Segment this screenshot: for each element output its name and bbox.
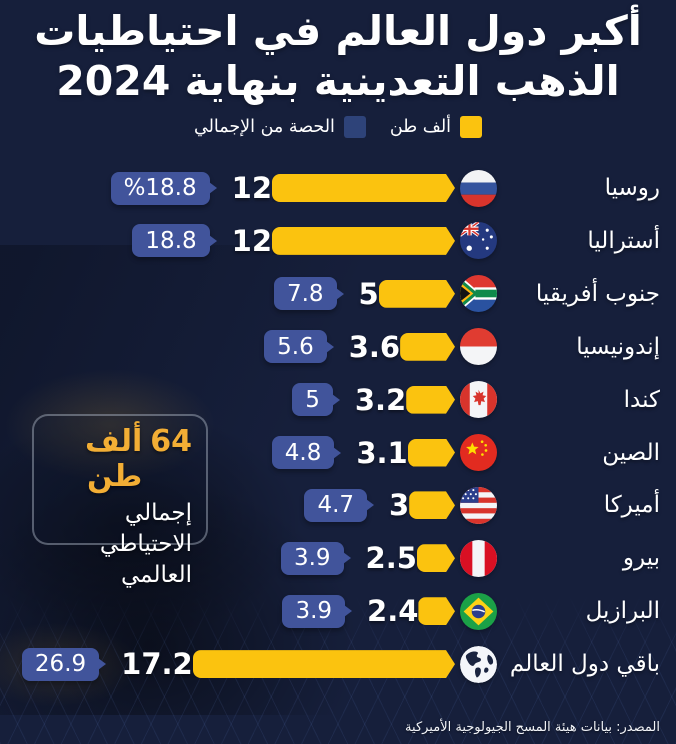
share-badge: 4.7 xyxy=(304,488,368,522)
tons-value: 17.2 xyxy=(121,647,193,682)
share-value: 5.6 xyxy=(277,333,314,360)
tons-value: 3.6 xyxy=(348,329,401,364)
share-value: 3.9 xyxy=(295,598,333,625)
country-label: باقي دول العالم xyxy=(509,651,660,678)
country-row: الصين 3.1 4.8 xyxy=(0,427,660,479)
tons-value: 2.4 xyxy=(367,594,419,629)
share-badge: 3.9 xyxy=(280,541,344,575)
share-value: 4.8 xyxy=(284,439,322,466)
country-row: جنوب أفريقيا 5 7.8 xyxy=(0,268,660,320)
country-label: جنوب أفريقيا xyxy=(535,280,660,307)
total-value: 64 ألف طن xyxy=(44,424,192,494)
country-row: إندونيسيا 3.6 5.6 xyxy=(0,321,660,373)
country-label: كندا xyxy=(623,386,660,413)
country-row: البرازيل 2.4 3.9 xyxy=(0,585,660,637)
country-label: إندونيسيا xyxy=(576,333,660,360)
title-line-1: أكبر دول العالم في احتياطيات xyxy=(34,7,642,55)
legend-item-share: الحصة من الإجمالي xyxy=(194,116,366,138)
canada-flag-icon xyxy=(460,381,497,419)
country-row: روسيا 12 %18.8 xyxy=(0,162,660,214)
country-label: بيرو xyxy=(622,545,660,572)
tons-bar xyxy=(193,650,455,678)
country-label: البرازيل xyxy=(585,598,660,625)
country-label: أميركا xyxy=(603,492,660,519)
share-badge: 5.6 xyxy=(264,330,327,364)
share-value: 7.8 xyxy=(286,280,324,307)
tons-bar xyxy=(379,280,455,308)
brazil-flag-icon xyxy=(460,592,497,630)
globe-icon xyxy=(460,645,497,683)
share-value: 26.9 xyxy=(34,651,87,678)
country-label: روسيا xyxy=(604,175,660,201)
share-badge: %18.8 xyxy=(110,171,210,205)
share-value: 3.9 xyxy=(293,545,331,572)
total-callout: 64 ألف طن إجمالي الاحتياطي العالمي xyxy=(32,414,208,588)
total-unit: ألف طن xyxy=(84,424,143,494)
tons-bar xyxy=(400,333,455,361)
yellow-swatch-icon xyxy=(460,116,483,138)
share-badge: 26.9 xyxy=(21,647,100,681)
blue-swatch-icon xyxy=(343,116,366,138)
tons-bar xyxy=(409,491,455,519)
tons-value: 3.2 xyxy=(354,382,407,417)
indonesia-flag-icon xyxy=(460,328,497,366)
tons-value: 3.1 xyxy=(356,435,408,470)
country-label: أستراليا xyxy=(587,227,660,254)
chart-legend: ألف طن الحصة من الإجمالي xyxy=(0,116,676,138)
tons-value: 3 xyxy=(389,488,410,523)
tons-bar xyxy=(272,174,455,202)
share-badge: 18.8 xyxy=(132,224,210,258)
tons-bar xyxy=(418,597,455,625)
tons-bar xyxy=(408,439,455,467)
tons-bar xyxy=(417,544,455,572)
country-row: كندا 3.2 5 xyxy=(0,374,660,426)
page-title: أكبر دول العالم في احتياطيات الذهب التعد… xyxy=(0,6,676,106)
tons-value: 12 xyxy=(231,171,272,205)
country-row: باقي دول العالم 17.2 26.9 xyxy=(0,638,660,690)
peru-flag-icon xyxy=(460,539,497,577)
tons-bar xyxy=(272,227,455,255)
russia-flag-icon xyxy=(460,169,497,207)
share-value: %18.8 xyxy=(123,175,197,201)
tons-value: 5 xyxy=(358,276,379,311)
legend-share-label: الحصة من الإجمالي xyxy=(193,117,335,137)
total-number: 64 xyxy=(150,424,192,459)
south-africa-flag-icon xyxy=(460,275,497,313)
legend-tons-label: ألف طن xyxy=(389,117,452,137)
usa-flag-icon xyxy=(460,486,497,524)
share-badge: 4.8 xyxy=(271,436,335,469)
tons-value: 12 xyxy=(231,223,272,258)
source-credit: المصدر: بيانات هيئة المسح الجيولوجية الأ… xyxy=(405,720,660,735)
total-label: إجمالي الاحتياطي العالمي xyxy=(99,500,192,589)
title-line-2: الذهب التعدينية بنهاية 2024 xyxy=(56,57,620,106)
australia-flag-icon xyxy=(460,222,497,260)
share-value: 4.7 xyxy=(317,492,355,519)
country-row: أميركا 3 4.7 xyxy=(0,479,660,531)
country-label: الصين xyxy=(602,439,660,466)
share-badge: 3.9 xyxy=(282,594,346,628)
legend-item-tons: ألف طن xyxy=(389,116,483,138)
country-row: أستراليا 12 18.8 xyxy=(0,215,660,267)
share-value: 18.8 xyxy=(145,227,197,254)
china-flag-icon xyxy=(460,434,497,471)
share-badge: 7.8 xyxy=(273,277,337,311)
share-badge: 5 xyxy=(292,383,333,417)
tons-bar xyxy=(406,386,455,414)
share-value: 5 xyxy=(305,386,320,413)
tons-value: 2.5 xyxy=(365,541,417,576)
country-row: بيرو 2.5 3.9 xyxy=(0,532,660,584)
